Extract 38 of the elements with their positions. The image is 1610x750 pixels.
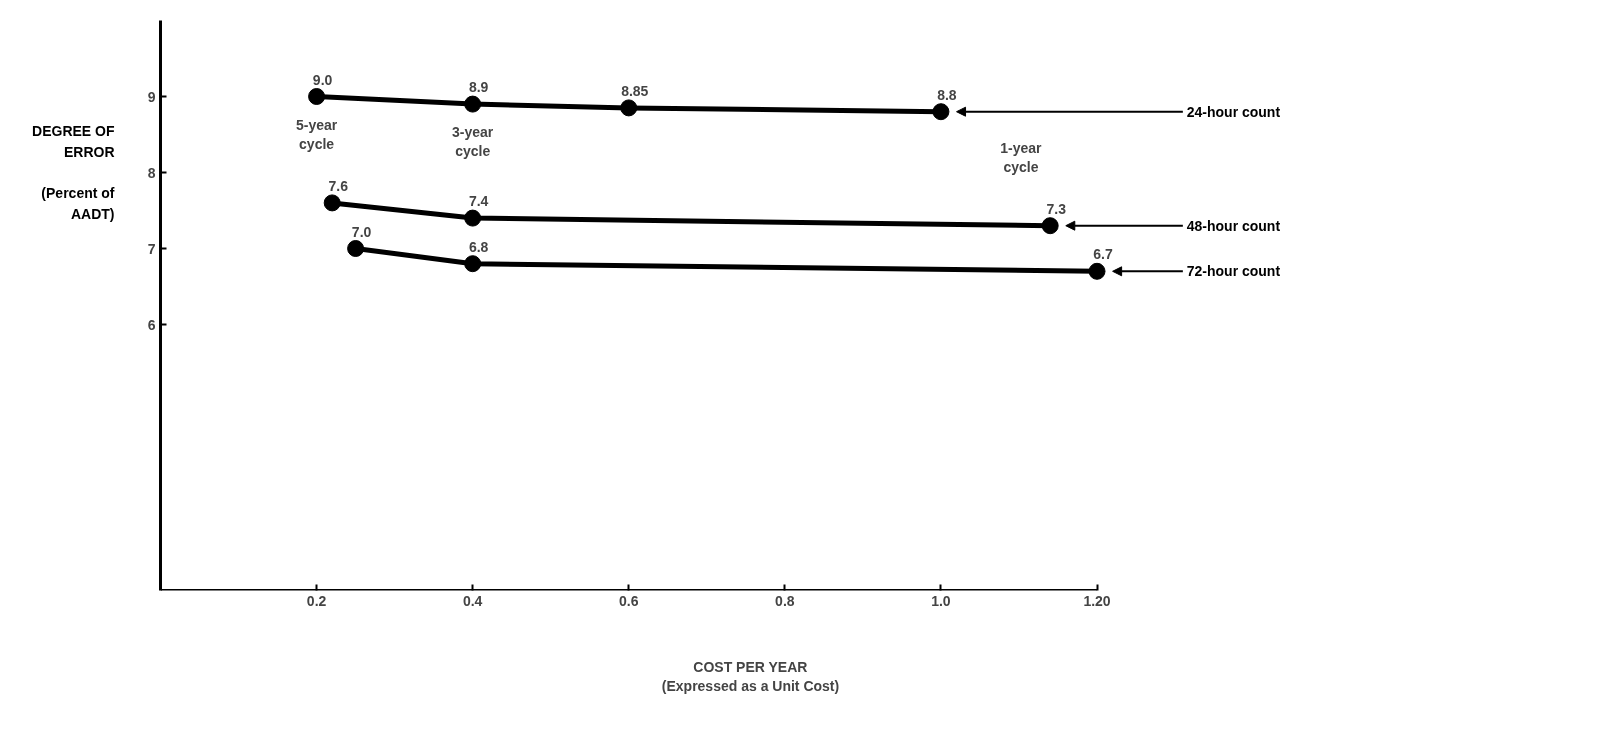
- point: [620, 99, 638, 117]
- y-tick-label: 8: [147, 164, 156, 181]
- point: [1088, 262, 1106, 280]
- annotation: 1-year cycle: [1000, 139, 1043, 175]
- point: [464, 255, 482, 273]
- data-label: 7.3: [1046, 200, 1067, 217]
- annotation: 3-year cycle: [452, 124, 494, 160]
- y-tick-label: 7: [147, 240, 156, 257]
- point: [347, 240, 365, 257]
- x-tick-label: 1.0: [931, 592, 951, 609]
- text: 72-hour count: [1186, 263, 1281, 280]
- data-label: 7.4: [468, 193, 489, 210]
- x-tick-label: 0.4: [462, 592, 483, 609]
- point: [932, 103, 950, 121]
- data-label: 9.0: [312, 71, 333, 88]
- data-label: 8.8: [937, 86, 957, 103]
- data-label: 8.9: [468, 79, 489, 96]
- x-tick-label: 0.6: [619, 592, 639, 609]
- point: [464, 95, 482, 113]
- data-label: 6.7: [1093, 246, 1113, 263]
- point: [1041, 217, 1059, 235]
- point: [323, 194, 341, 212]
- data-label: 7.6: [328, 177, 349, 194]
- x-tick-label: 0.8: [775, 592, 795, 609]
- data-label: 6.8: [468, 238, 489, 255]
- data-label: 8.85: [621, 82, 649, 99]
- text: DEGREE OF ERROR (Percent of AADT): [32, 122, 115, 223]
- y-tick-label: 6: [147, 316, 156, 333]
- annotation: 5-year cycle: [295, 116, 338, 152]
- x-tick-label: 1.20: [1083, 592, 1111, 609]
- y-tick-label: 9: [147, 88, 156, 105]
- x-tick-label: 0.2: [306, 592, 327, 609]
- text: 48-hour count: [1186, 217, 1281, 234]
- x-axis-title: COST PER YEAR (Expressed as a Unit Cost): [661, 658, 840, 694]
- point: [308, 88, 326, 105]
- point: [464, 209, 482, 227]
- text: 24-hour count: [1186, 103, 1281, 120]
- data-label: 7.0: [351, 223, 372, 240]
